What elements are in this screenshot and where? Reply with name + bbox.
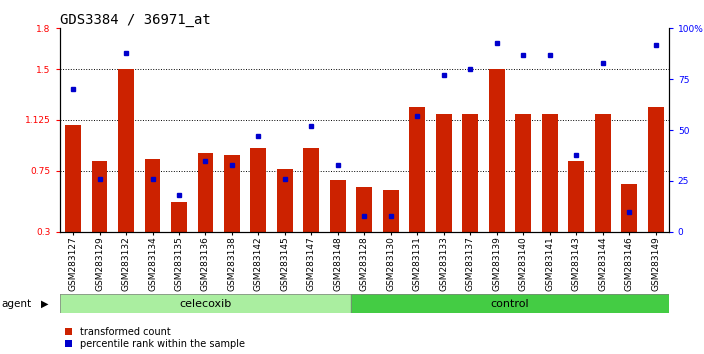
Bar [621,184,637,232]
Text: celecoxib: celecoxib [180,298,232,309]
Bar [648,107,663,232]
Bar [65,125,81,232]
Bar [171,202,187,232]
Bar [224,154,240,232]
Bar [463,114,478,232]
Bar [489,69,505,232]
Bar [436,114,452,232]
Bar [356,187,372,232]
Text: GDS3384 / 36971_at: GDS3384 / 36971_at [60,13,210,27]
Bar [277,170,293,232]
FancyBboxPatch shape [60,294,351,313]
Bar [409,107,425,232]
Bar [383,190,398,232]
Text: control: control [491,298,529,309]
Text: ▶: ▶ [41,299,49,309]
FancyBboxPatch shape [351,294,669,313]
Bar [144,159,161,232]
Bar [595,114,610,232]
Bar [198,153,213,232]
Bar [568,161,584,232]
Bar [330,180,346,232]
Bar [515,114,531,232]
Text: agent: agent [1,299,32,309]
Bar [303,148,320,232]
Bar [251,148,266,232]
Bar [92,161,108,232]
Legend: transformed count, percentile rank within the sample: transformed count, percentile rank withi… [65,327,245,349]
Bar [118,69,134,232]
Bar [541,114,558,232]
